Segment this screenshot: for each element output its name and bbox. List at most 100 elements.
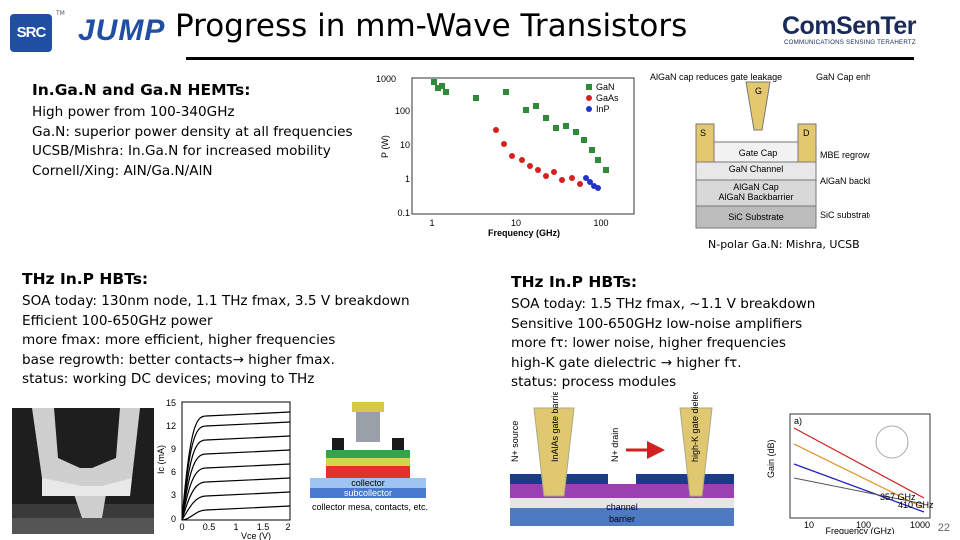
x-tick: 1 bbox=[233, 522, 238, 532]
legend-gaas: GaAs bbox=[596, 93, 619, 103]
gan-point bbox=[595, 157, 601, 163]
gan-point bbox=[523, 107, 529, 113]
backbarrier-label: AlGaN Backbarrier bbox=[718, 192, 793, 202]
hemt-line: High power from 100-340GHz bbox=[32, 104, 235, 120]
legend-inp: InP bbox=[596, 104, 610, 114]
x-tick: 0.5 bbox=[203, 522, 216, 532]
x-tick: 0 bbox=[179, 522, 184, 532]
hbt-left-heading: THz In.P HBTs: bbox=[22, 270, 149, 288]
y-tick: 0 bbox=[171, 514, 176, 524]
mesa-label: collector mesa, contacts, etc. bbox=[312, 502, 428, 512]
hbt-right-line: more fτ: lower noise, higher frequencies bbox=[511, 335, 786, 351]
hbt-right-heading: THz In.P HBTs: bbox=[511, 273, 638, 291]
gaas-point bbox=[501, 141, 507, 147]
gan-point bbox=[503, 89, 509, 95]
gan-point bbox=[573, 129, 579, 135]
x-tick: 1000 bbox=[910, 520, 930, 530]
sem-micrograph-image bbox=[12, 408, 154, 534]
y-tick: 6 bbox=[171, 467, 176, 477]
gan-point bbox=[431, 79, 437, 85]
hemt-line: Cornell/Xing: AlN/Ga.N/AlN bbox=[32, 162, 213, 179]
iv-curve bbox=[181, 411, 291, 521]
gaas-point bbox=[519, 157, 525, 163]
hemt-line: Ga.N: superior power density at all freq… bbox=[32, 123, 353, 140]
source-label: S bbox=[700, 128, 706, 138]
chart-annotation: 410 GHz bbox=[898, 500, 934, 510]
gan-point bbox=[473, 95, 479, 101]
gaas-point bbox=[569, 175, 575, 181]
iv-curve bbox=[181, 477, 291, 521]
x-tick: 1.5 bbox=[257, 522, 270, 532]
chart-annotation: 357 GHz bbox=[880, 492, 916, 502]
channel-label: channel bbox=[606, 502, 638, 512]
gate-label: G bbox=[755, 86, 762, 96]
drain-label: D bbox=[803, 128, 810, 138]
hbt-left-line: base regrowth: better contacts→ higher f… bbox=[22, 351, 335, 368]
gan-point bbox=[439, 83, 445, 89]
gaas-point bbox=[551, 169, 557, 175]
y-tick: 10 bbox=[400, 140, 410, 150]
inp-point bbox=[583, 175, 589, 181]
gan-point bbox=[553, 125, 559, 131]
gan-point bbox=[589, 147, 595, 153]
ft-xlabel: Frequency (GHz) bbox=[825, 526, 894, 534]
y-tick: 9 bbox=[171, 444, 176, 454]
legend-gan-marker bbox=[586, 84, 592, 90]
iv-ylabel: Ic (mA) bbox=[156, 445, 166, 474]
power-chart-ylabel: P (W) bbox=[380, 135, 390, 158]
gate-cap-label: Gate Cap bbox=[739, 148, 778, 158]
hbt-right-line: status: process modules bbox=[511, 374, 677, 390]
note: GaN Cap enhances access bbox=[816, 72, 870, 82]
y-tick: 15 bbox=[166, 398, 176, 408]
comsenter-subtitle: COMMUNICATIONS SENSING TERAHERTZ bbox=[784, 39, 916, 46]
hbt-right-text-block: SOA today: 1.5 THz fmax, ~1.1 V breakdow… bbox=[511, 295, 815, 393]
note: SiC substrate reduces thermal effects bbox=[820, 210, 870, 220]
gan-point bbox=[443, 89, 449, 95]
iv-xlabel: Vce (V) bbox=[241, 531, 271, 540]
gaas-point bbox=[535, 167, 541, 173]
iv-curves bbox=[181, 411, 291, 521]
y-tick: 100 bbox=[395, 106, 410, 116]
power-frequency-chart: P (W) 1000 100 10 1 0.1 1 10 100 Frequen… bbox=[376, 74, 635, 238]
hbt-right-line: high-K gate dielectric → higher fτ. bbox=[511, 354, 742, 371]
gaas-point bbox=[493, 127, 499, 133]
jump-logo: JUMP bbox=[78, 14, 166, 47]
src-logo: SRC bbox=[10, 14, 52, 52]
gan-point bbox=[435, 85, 441, 91]
hbt-cross-section: collector subcollector collector mesa, c… bbox=[310, 402, 428, 512]
hbt-right-line: SOA today: 1.5 THz fmax, ~1.1 V breakdow… bbox=[511, 296, 816, 312]
note: MBE regrowth ohmic contacts bbox=[820, 150, 870, 160]
slide-title: Progress in mm-Wave Transistors bbox=[175, 8, 688, 44]
hbt-left-line: SOA today: 130nm node, 1.1 THz fmax, 3.5… bbox=[22, 293, 410, 309]
note: AlGaN cap reduces gate leakage bbox=[650, 72, 782, 82]
x-tick: 10 bbox=[511, 218, 521, 228]
barrier-label: InAlAs gate barrier bbox=[550, 392, 560, 462]
gan-point bbox=[603, 167, 609, 173]
gaas-point bbox=[577, 181, 583, 187]
x-tick: 100 bbox=[593, 218, 608, 228]
gaas-point bbox=[527, 163, 533, 169]
dielectric-label: high-K gate dielectric bbox=[690, 392, 700, 462]
substrate-label: SiC Substrate bbox=[728, 212, 784, 222]
y-tick: 0.1 bbox=[397, 208, 410, 218]
comsenter-logo: ComSenTer bbox=[782, 12, 916, 40]
hbt-right-line: Sensitive 100-650GHz low-noise amplifier… bbox=[511, 315, 803, 332]
title-rule bbox=[186, 57, 914, 60]
ic-vce-chart: 15 12 9 6 3 0 0 0.5 1 1.5 2 Vce (V) Ic (… bbox=[156, 398, 291, 540]
gaas-point bbox=[509, 153, 515, 159]
channel-label: GaN Channel bbox=[729, 164, 784, 174]
hemt-heading: In.Ga.N and Ga.N HEMTs: bbox=[32, 81, 251, 99]
y-tick: 1000 bbox=[376, 74, 396, 84]
x-tick: 1 bbox=[429, 218, 434, 228]
gan-point bbox=[581, 137, 587, 143]
legend-gaas-marker bbox=[586, 95, 592, 101]
hemt-text-block: High power from 100-340GHz Ga.N: superio… bbox=[32, 103, 353, 181]
gaas-point bbox=[543, 173, 549, 179]
source-label: N+ source bbox=[510, 421, 520, 462]
hemt-caption: N-polar Ga.N: Mishra, UCSB bbox=[708, 238, 860, 251]
hbt-left-line: more fmax: more efficient, higher freque… bbox=[22, 332, 336, 348]
chart-annotation: a) bbox=[794, 416, 802, 426]
hemt-cross-section: S G D Gate Cap GaN Channel AlGaN Cap AlG… bbox=[648, 72, 870, 236]
x-tick: 10 bbox=[804, 520, 814, 530]
legend-inp-marker bbox=[586, 106, 592, 112]
